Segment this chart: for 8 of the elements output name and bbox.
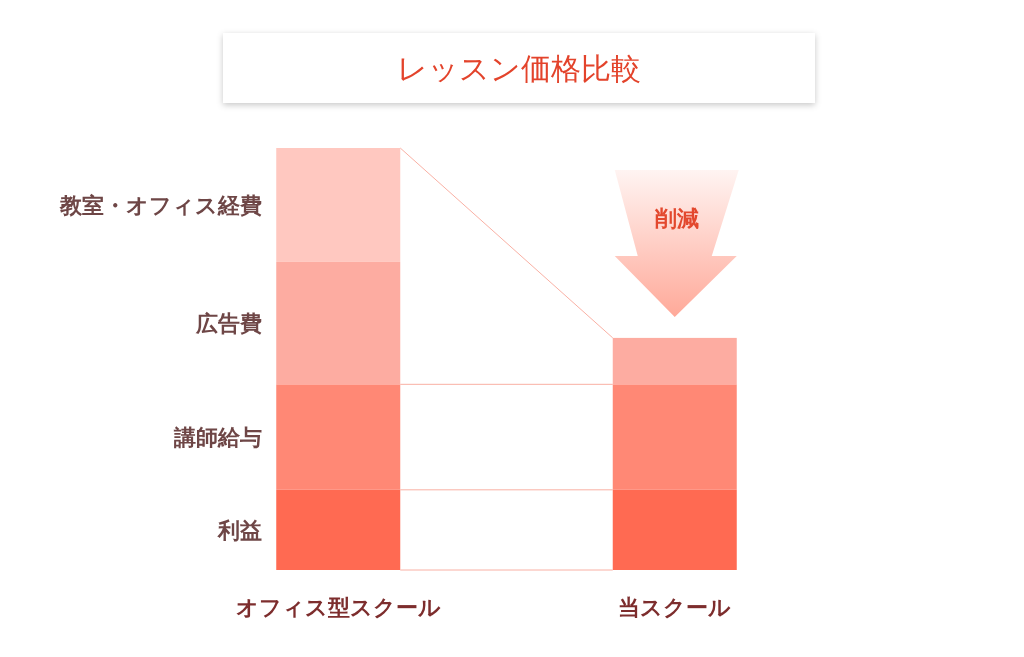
series-label: 教室・オフィス経費: [60, 192, 263, 218]
category-label: オフィス型スクール: [235, 595, 441, 620]
title: レッスン価格比較: [397, 52, 641, 85]
category-label: 当スクール: [618, 595, 732, 620]
series-label: 講師給与: [174, 425, 263, 451]
series-label: 利益: [218, 517, 263, 543]
annotation: 削減: [654, 206, 699, 231]
series-label: 広告費: [196, 311, 263, 337]
